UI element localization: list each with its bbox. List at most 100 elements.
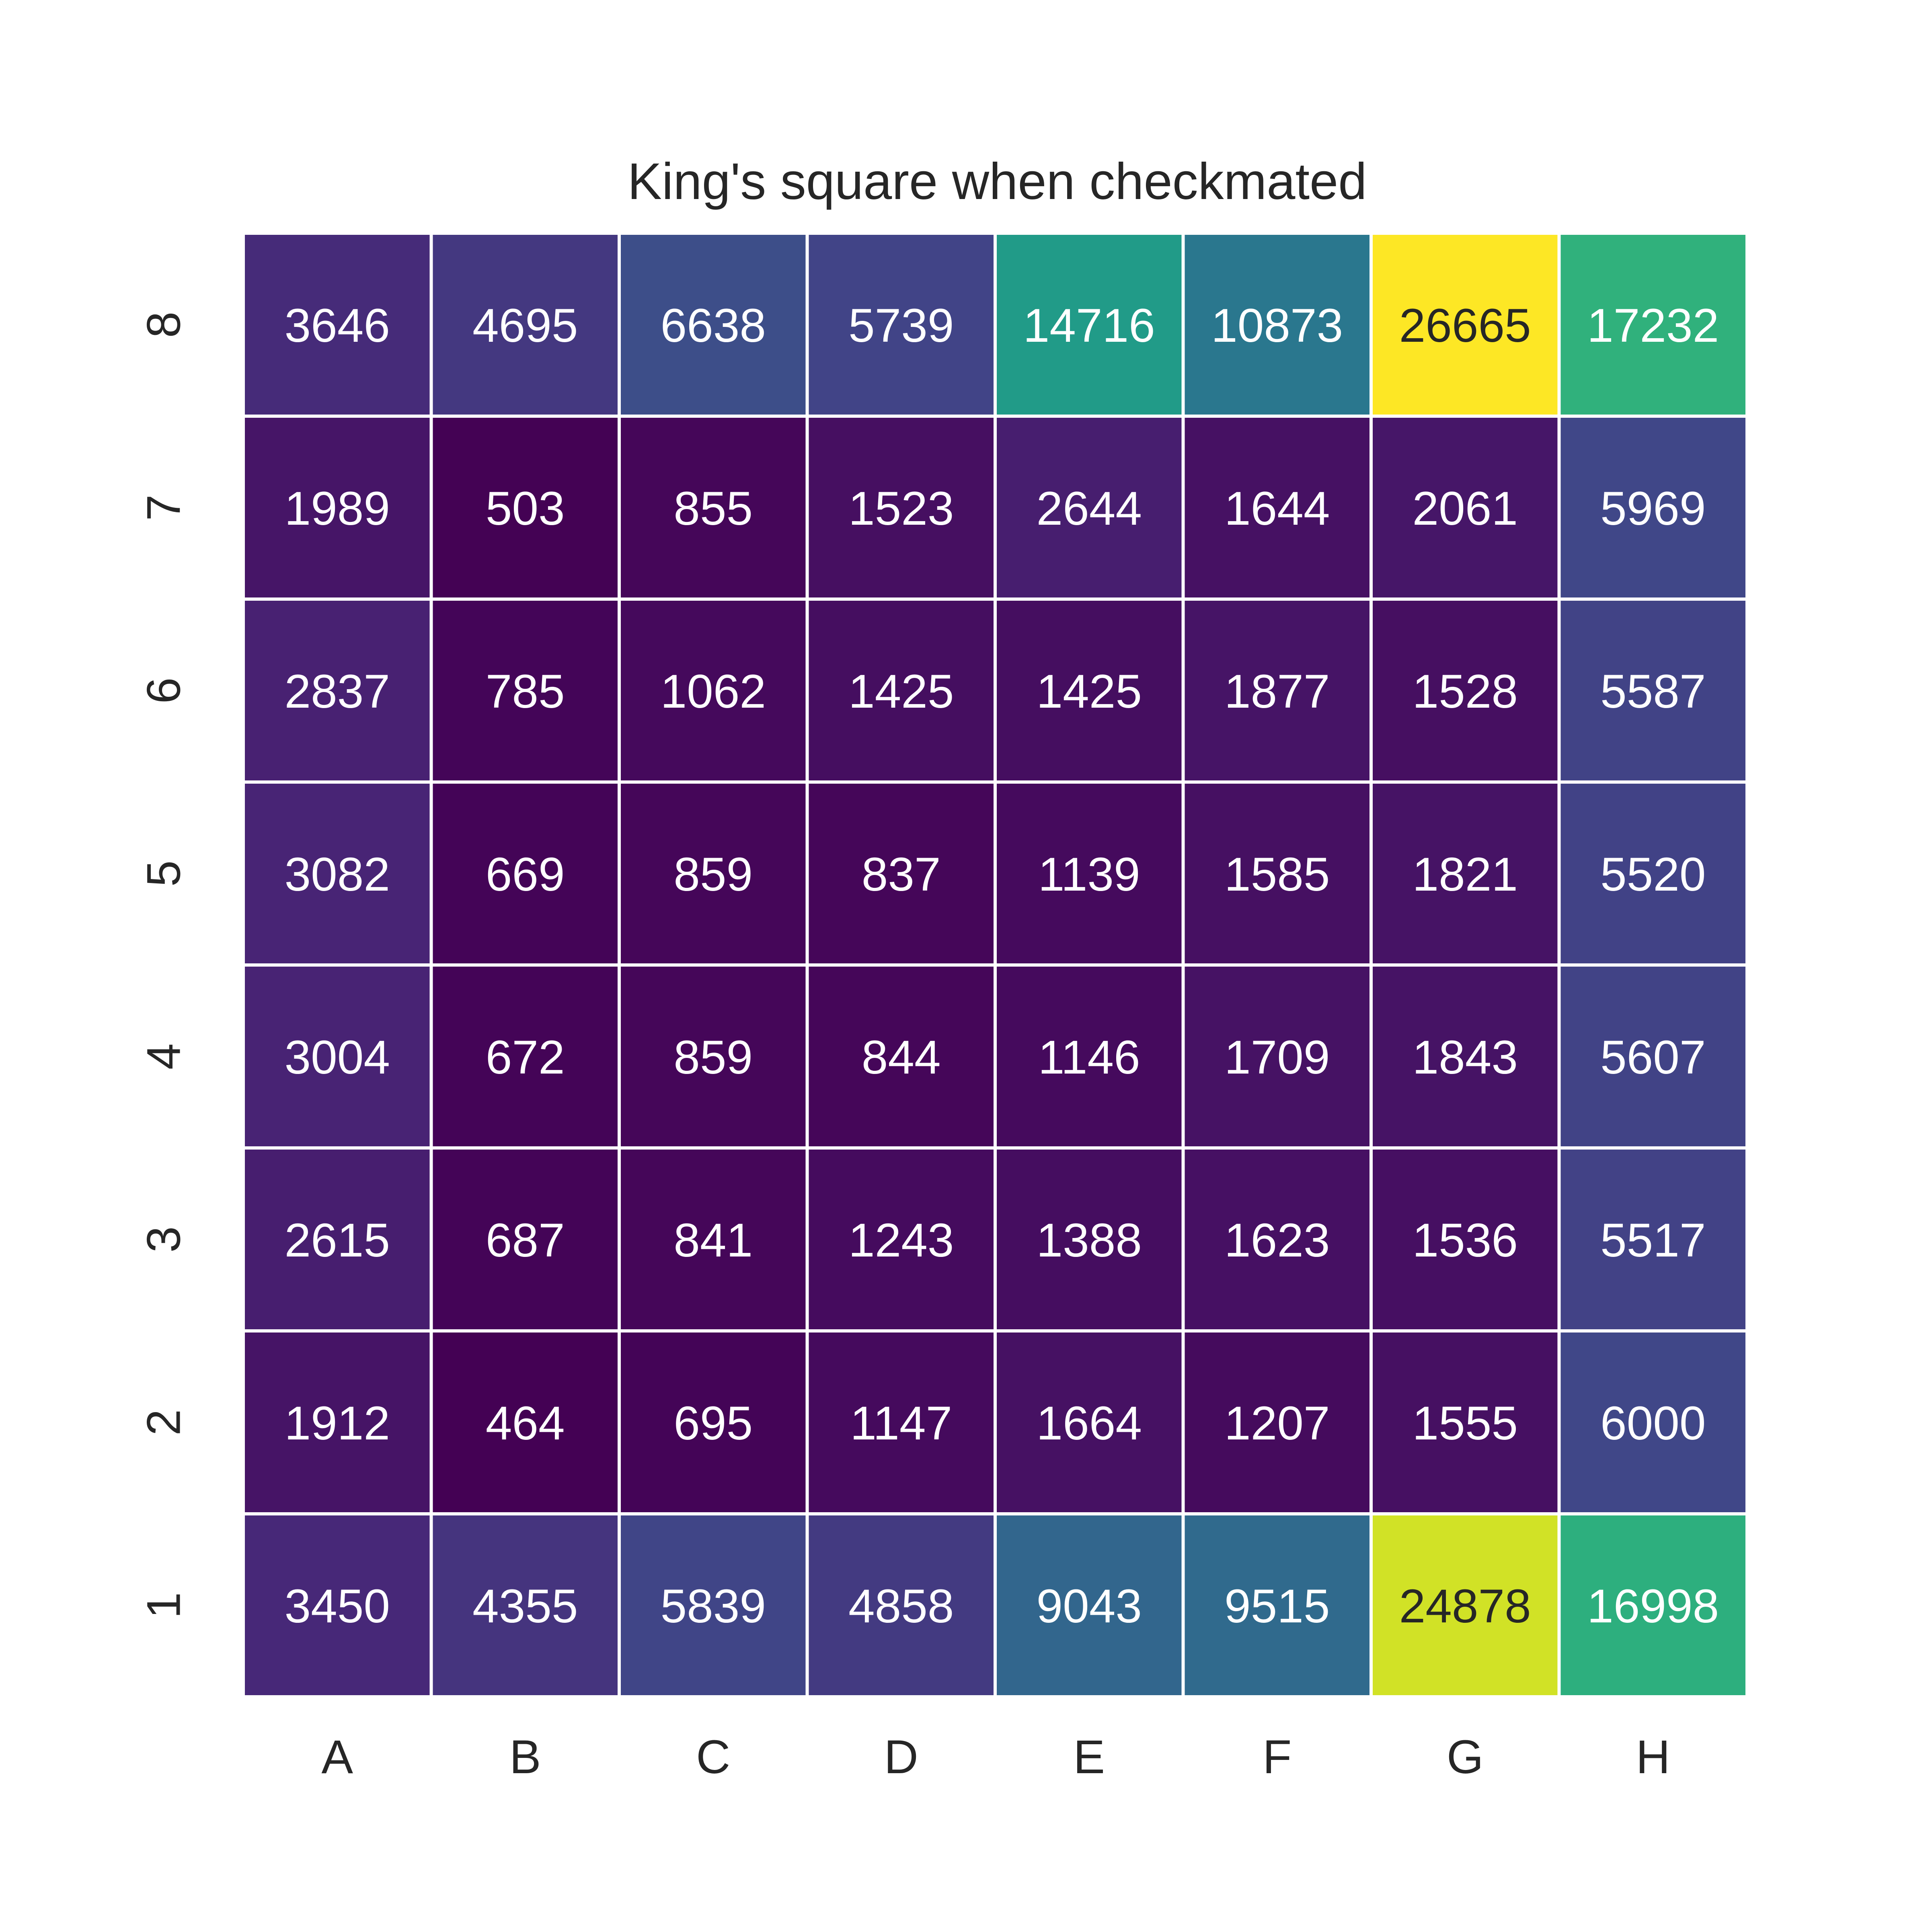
- cell-value-label-H7: 5969: [1600, 482, 1706, 535]
- cell-value-label-B2: 464: [486, 1397, 565, 1450]
- y-tick-label-1: 1: [137, 1592, 190, 1619]
- heatmap-cell-B8: [429, 232, 621, 418]
- cell-value-label-F8: 10873: [1211, 299, 1343, 352]
- cell-value-label-D3: 1243: [848, 1214, 954, 1267]
- chart-title: King's square when checkmated: [628, 153, 1367, 210]
- cell-value-label-E4: 1146: [1038, 1031, 1140, 1084]
- cell-value-label-F1: 9515: [1224, 1580, 1330, 1633]
- cell-value-label-A8: 3646: [284, 299, 390, 352]
- heatmap-cell-H4: [1557, 963, 1749, 1150]
- cell-value-label-F6: 1877: [1224, 665, 1330, 718]
- cell-value-label-G7: 2061: [1412, 482, 1518, 535]
- y-tick-label-3: 3: [137, 1226, 190, 1253]
- heatmap-cell-E2: [994, 1329, 1185, 1515]
- heatmap-cell-C8: [618, 232, 809, 418]
- cell-value-label-D1: 4858: [848, 1580, 954, 1633]
- heatmap-cell-D6: [805, 597, 997, 784]
- cell-value-labels: 3646 4695 6638 5739 14716 10873 26665 17232 1989…: [284, 299, 1719, 1633]
- x-tick-label-H: H: [1636, 1731, 1670, 1784]
- cell-value-label-B4: 672: [486, 1031, 565, 1084]
- y-tick-label-2: 2: [137, 1409, 190, 1436]
- heatmap-cell-D7: [805, 415, 997, 601]
- cell-value-label-E1: 9043: [1036, 1580, 1142, 1633]
- heatmap-cell-A6: [242, 597, 433, 784]
- cell-value-label-D5: 837: [862, 848, 941, 901]
- x-tick-label-C: C: [696, 1731, 730, 1784]
- cell-value-label-B5: 669: [486, 848, 565, 901]
- cell-value-label-E6: 1425: [1036, 665, 1142, 718]
- heatmap-cell-E3: [994, 1146, 1185, 1332]
- heatmap-cell-A5: [242, 780, 433, 967]
- x-tick-label-F: F: [1263, 1731, 1291, 1784]
- heatmap-cell-E5: [994, 780, 1185, 967]
- heatmap-cell-F6: [1181, 597, 1373, 784]
- cell-value-label-A4: 3004: [284, 1031, 390, 1084]
- heatmap-cells: [242, 232, 1749, 1698]
- heatmap-cell-G5: [1369, 780, 1561, 967]
- cell-value-label-B1: 4355: [472, 1580, 578, 1633]
- cell-value-label-E8: 14716: [1023, 299, 1155, 352]
- cell-value-label-F4: 1709: [1224, 1031, 1330, 1084]
- heatmap-cell-H2: [1557, 1329, 1749, 1515]
- heatmap-cell-D1: [805, 1512, 997, 1698]
- heatmap-cell-C2: [618, 1329, 809, 1515]
- heatmap-cell-H6: [1557, 597, 1749, 784]
- cell-value-label-H2: 6000: [1600, 1397, 1706, 1450]
- x-tick-label-D: D: [884, 1731, 918, 1784]
- heatmap-cell-E1: [994, 1512, 1185, 1698]
- heatmap-cell-B6: [429, 597, 621, 784]
- cell-value-label-B6: 785: [486, 665, 565, 718]
- cell-value-label-E5: 1139: [1038, 848, 1140, 901]
- cell-value-label-G1: 24878: [1399, 1580, 1531, 1633]
- heatmap-cell-H3: [1557, 1146, 1749, 1332]
- cell-value-label-A6: 2837: [284, 665, 390, 718]
- cell-value-label-D8: 5739: [848, 299, 954, 352]
- cell-value-label-E2: 1664: [1036, 1397, 1142, 1450]
- cell-value-label-C3: 841: [673, 1214, 753, 1267]
- cell-value-label-H5: 5520: [1600, 848, 1706, 901]
- cell-value-label-D4: 844: [862, 1031, 941, 1084]
- cell-value-label-F3: 1623: [1224, 1214, 1330, 1267]
- y-tick-label-6: 6: [137, 678, 190, 704]
- heatmap-cell-C3: [618, 1146, 809, 1332]
- heatmap-cell-G4: [1369, 963, 1561, 1150]
- heatmap-cell-E4: [994, 963, 1185, 1150]
- heatmap-cell-B2: [429, 1329, 621, 1515]
- y-tick-label-7: 7: [137, 495, 190, 521]
- cell-value-label-D6: 1425: [848, 665, 954, 718]
- y-axis-tick-labels: 8 7 6 5 4 3 2 1: [137, 312, 190, 1619]
- cell-value-label-H4: 5607: [1600, 1031, 1706, 1084]
- cell-value-label-C5: 859: [673, 848, 753, 901]
- heatmap-cell-F2: [1181, 1329, 1373, 1515]
- heatmap-cell-B3: [429, 1146, 621, 1332]
- cell-value-label-D7: 1523: [848, 482, 954, 535]
- cell-value-label-G2: 1555: [1412, 1397, 1518, 1450]
- cell-value-label-H3: 5517: [1600, 1214, 1706, 1267]
- cell-value-label-H1: 16998: [1587, 1580, 1719, 1633]
- heatmap-cell-A8: [242, 232, 433, 418]
- heatmap-cell-C5: [618, 780, 809, 967]
- cell-value-label-F5: 1585: [1224, 848, 1330, 901]
- heatmap-cell-B7: [429, 415, 621, 601]
- heatmap-cell-D5: [805, 780, 997, 967]
- heatmap-cell-H1: [1557, 1512, 1749, 1698]
- y-tick-label-4: 4: [137, 1043, 190, 1070]
- cell-value-label-G6: 1528: [1412, 665, 1518, 718]
- heatmap-cell-A1: [242, 1512, 433, 1698]
- cell-value-label-C8: 6638: [660, 299, 766, 352]
- cell-value-label-D2: 1147: [850, 1397, 952, 1450]
- cell-value-label-A1: 3450: [284, 1580, 390, 1633]
- cell-value-label-G5: 1821: [1412, 848, 1518, 901]
- cell-value-label-B7: 503: [486, 482, 565, 535]
- cell-value-label-C6: 1062: [660, 665, 766, 718]
- cell-value-label-G8: 26665: [1399, 299, 1531, 352]
- x-tick-label-B: B: [509, 1731, 541, 1784]
- cell-value-label-E7: 2644: [1036, 482, 1142, 535]
- x-tick-label-A: A: [321, 1731, 353, 1784]
- cell-value-label-C1: 5839: [660, 1580, 766, 1633]
- heatmap-cell-F7: [1181, 415, 1373, 601]
- heatmap-cell-D4: [805, 963, 997, 1150]
- heatmap-cell-G6: [1369, 597, 1561, 784]
- heatmap-cell-E6: [994, 597, 1185, 784]
